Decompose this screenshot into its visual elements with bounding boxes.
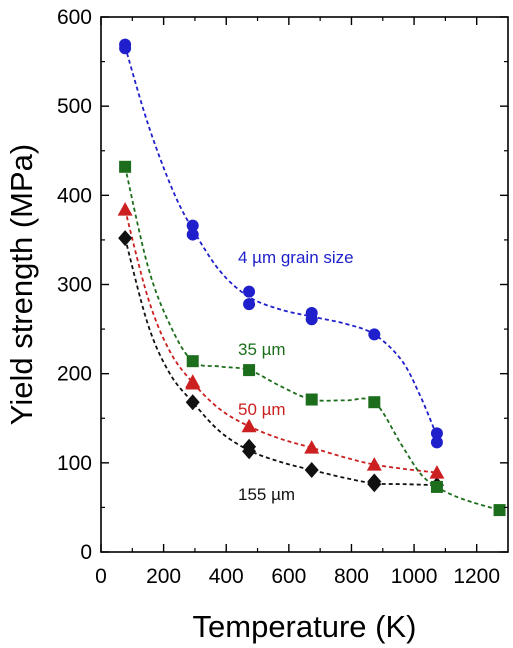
y-tick-label: 100 xyxy=(57,452,92,475)
axes: 0 200 400 600 800 1000 1200 0 100 200 300 400 500 600… xyxy=(4,6,509,644)
data-point-35um xyxy=(493,504,506,517)
data-point-50um xyxy=(304,440,320,454)
x-tick-label: 400 xyxy=(209,565,244,588)
data-point-4um xyxy=(186,219,199,232)
x-tick-label: 1200 xyxy=(453,565,500,588)
series-label-35um: 35 µm xyxy=(238,340,286,359)
plot-frame xyxy=(100,16,509,553)
x-axis-label: Temperature (K) xyxy=(193,609,417,644)
fit-curve-35um xyxy=(124,166,500,511)
y-tick-label: 400 xyxy=(57,184,92,207)
data-point-50um xyxy=(429,465,445,479)
data-point-50um xyxy=(117,202,133,216)
y-tick-label: 500 xyxy=(57,95,92,118)
fit-curve-4um xyxy=(124,46,438,437)
data-point-50um xyxy=(185,375,201,390)
x-tick-label: 1000 xyxy=(391,565,438,588)
data-point-4um xyxy=(430,436,443,449)
x-tick-label: 600 xyxy=(271,565,306,588)
data-point-155um xyxy=(185,394,200,411)
y-axis-label: Yield strength (MPa) xyxy=(4,144,39,425)
fit-curve-155um xyxy=(124,237,437,486)
tick-marks xyxy=(100,16,508,553)
data-point-35um xyxy=(368,396,381,409)
data-point-35um xyxy=(430,480,443,493)
data-point-155um xyxy=(304,461,319,478)
data-point-4um xyxy=(186,228,199,241)
x-tick-label: 200 xyxy=(146,565,181,588)
data-point-50um xyxy=(366,457,382,471)
data-point-4um xyxy=(430,427,443,440)
data-point-155um xyxy=(118,230,133,247)
y-tick-label: 600 xyxy=(57,6,92,29)
tick-labels: 0 200 400 600 800 1000 1200 0 100 200 300 400 500 600 xyxy=(57,6,500,588)
series-label-155um: 155 µm xyxy=(238,485,295,504)
data-point-35um xyxy=(186,355,199,368)
y-tick-label: 300 xyxy=(57,274,92,297)
data-point-4um xyxy=(243,285,256,298)
data-point-35um xyxy=(305,393,318,406)
series-labels: 4 µm grain size 35 µm 50 µm 155 µm xyxy=(238,248,354,504)
x-tick-label: 800 xyxy=(334,565,369,588)
y-tick-label: 0 xyxy=(80,541,92,564)
x-tick-label: 0 xyxy=(95,565,107,588)
data-point-155um xyxy=(367,476,382,493)
y-tick-label: 200 xyxy=(57,363,92,386)
plot-area xyxy=(117,38,506,517)
data-point-4um xyxy=(119,42,132,55)
data-point-35um xyxy=(119,160,132,173)
data-point-50um xyxy=(241,418,257,433)
series-label-4um: 4 µm grain size xyxy=(238,248,354,267)
series-label-50um: 50 µm xyxy=(238,400,286,419)
data-point-155um xyxy=(242,443,257,460)
data-point-35um xyxy=(243,364,256,377)
data-point-4um xyxy=(368,328,381,341)
data-point-4um xyxy=(243,298,256,311)
data-point-4um xyxy=(305,313,318,326)
